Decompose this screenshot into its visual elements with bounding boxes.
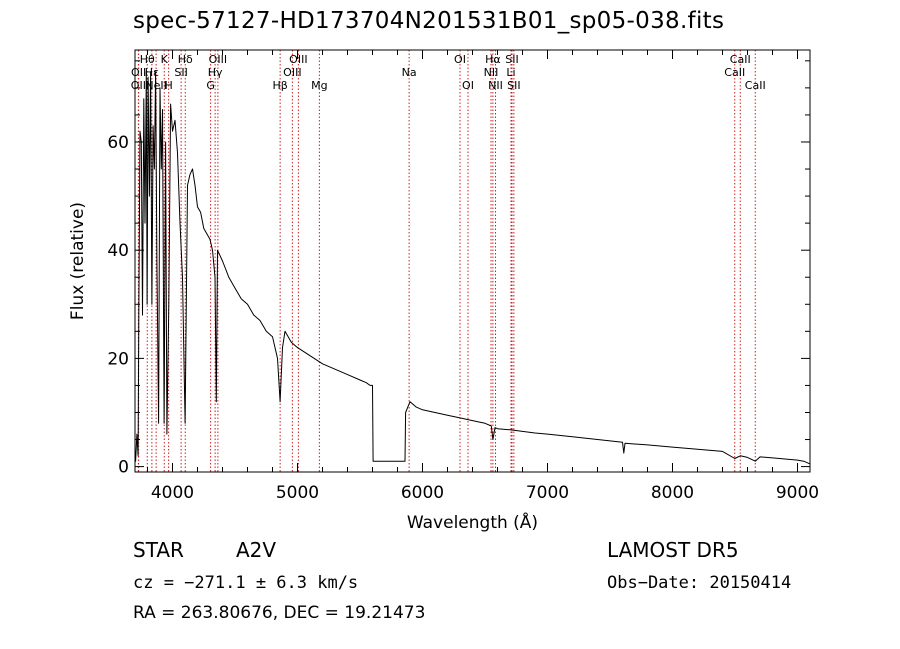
spectrum-line [134, 71, 811, 465]
line-label: NeII [145, 79, 166, 92]
line-label: SII [507, 79, 520, 92]
line-label: CaII [745, 79, 766, 92]
y-tick-label: 20 [107, 349, 129, 369]
line-label: NII [488, 79, 503, 92]
x-tick-label: 9000 [776, 483, 819, 503]
y-tick-label: 0 [118, 458, 129, 478]
axes: 4000 5000 6000 7000 8000 9000 0 20 40 60 Wavelengt… [68, 49, 819, 533]
spectrum-layer [134, 71, 811, 465]
survey-name: LAMOST DR5 [607, 538, 739, 562]
x-tick-label: 8000 [651, 483, 694, 503]
x-tick-label: 4000 [151, 483, 194, 503]
spectral-line-markers [137, 50, 756, 472]
line-label: K [161, 53, 169, 66]
object-subclass: A2V [236, 538, 277, 562]
line-label: Hγ [208, 66, 223, 79]
line-label: OI [454, 53, 466, 66]
line-label: SII [174, 66, 187, 79]
line-label: Hβ [272, 79, 287, 92]
line-label: OII [131, 66, 146, 79]
line-label: OI [462, 79, 474, 92]
y-tick-label: 60 [107, 133, 129, 153]
x-axis-label: Wavelength (Å) [407, 511, 538, 533]
line-label: H [164, 79, 172, 92]
line-label: Hδ [178, 53, 193, 66]
x-tick-label: 5000 [276, 483, 319, 503]
line-label: Li [506, 66, 515, 79]
line-labels: HβOIIIOIIIMgNaOIOINIIHαNIISIILiSIICaIICa… [131, 53, 766, 92]
line-label: OIII [289, 53, 307, 66]
line-label: CaII [724, 66, 745, 79]
line-label: SII [505, 53, 518, 66]
chart-title: spec-57127-HD173704N201531B01_sp05-038.f… [133, 8, 725, 34]
line-label: Hθ [140, 53, 155, 66]
observation-date: Obs−Date: 20150414 [607, 573, 792, 593]
redshift-text: cz = −271.1 ± 6.3 km/s [133, 573, 359, 593]
line-label: OII [131, 79, 146, 92]
object-class: STAR [133, 538, 184, 562]
line-label: Hε [145, 66, 159, 79]
plot-frame [134, 49, 811, 473]
line-label: OIII [209, 53, 227, 66]
y-axis-label: Flux (relative) [68, 202, 88, 320]
x-tick-label: 7000 [526, 483, 569, 503]
y-tick-label: 40 [107, 241, 129, 261]
line-label: Mg [311, 79, 327, 92]
coordinates-text: RA = 263.80676, DEC = 19.21473 [133, 603, 426, 623]
line-label: NII [484, 66, 499, 79]
line-label: CaII [730, 53, 751, 66]
line-label: G [206, 79, 215, 92]
x-tick-label: 6000 [401, 483, 444, 503]
line-label: Na [402, 66, 417, 79]
line-label: Hα [485, 53, 501, 66]
line-label: OIII [283, 66, 301, 79]
